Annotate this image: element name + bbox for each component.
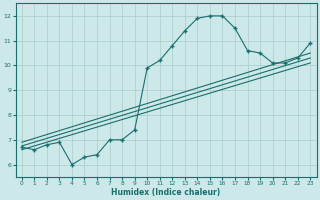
- X-axis label: Humidex (Indice chaleur): Humidex (Indice chaleur): [111, 188, 221, 197]
